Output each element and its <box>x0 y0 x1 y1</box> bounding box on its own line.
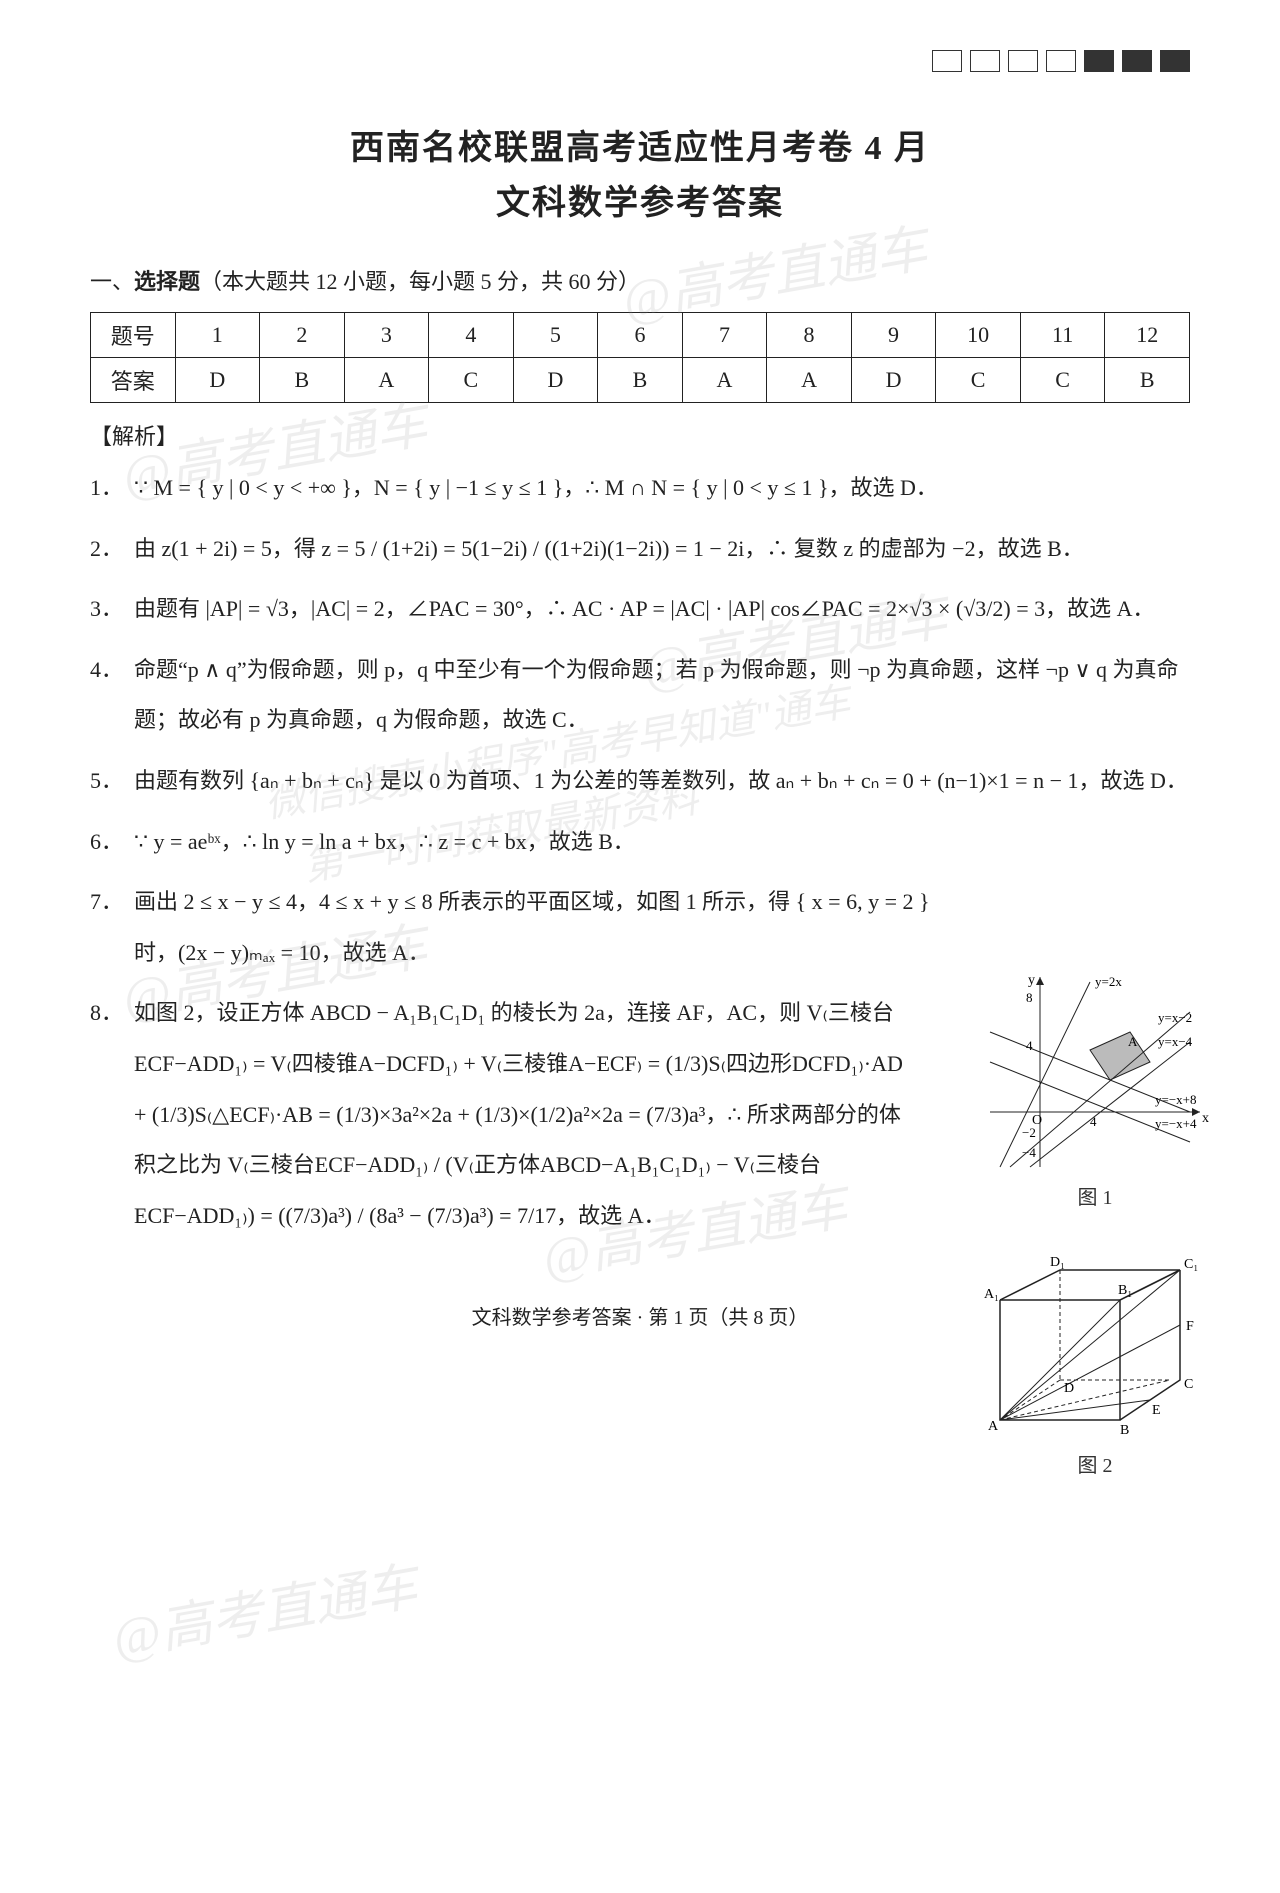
col-head: 11 <box>1020 313 1105 358</box>
item-body: 命题“p ∧ q”为假命题，则 p，q 中至少有一个为假命题；若 p 为假命题，… <box>134 645 1190 746</box>
svg-text:C: C <box>1184 1377 1193 1392</box>
svg-text:y: y <box>1028 973 1035 988</box>
col-head: 9 <box>851 313 936 358</box>
answer-cell: B <box>260 358 345 403</box>
answer-cell: C <box>429 358 514 403</box>
solution-item-4: 4． 命题“p ∧ q”为假命题，则 p，q 中至少有一个为假命题；若 p 为假… <box>90 645 1190 746</box>
item-body: ∵ M = { y | 0 < y < +∞ }，N = { y | −1 ≤ … <box>134 463 1190 514</box>
answer-cell: B <box>598 358 683 403</box>
section-1-head: 一、选择题（本大题共 12 小题，每小题 5 分，共 60 分） <box>90 264 1190 296</box>
item-body: ∵ y = aeᵇˣ，∴ ln y = ln a + bx，∴ z = c + … <box>134 817 1190 868</box>
solution-item-1: 1． ∵ M = { y | 0 < y < +∞ }，N = { y | −1… <box>90 463 1190 514</box>
title-block: 西南名校联盟高考适应性月考卷 4 月 文科数学参考答案 <box>90 120 1190 224</box>
corner-box-filled <box>1084 50 1114 72</box>
col-head: 2 <box>260 313 345 358</box>
svg-text:D: D <box>1064 1381 1074 1396</box>
item-body: 如图 2，设正方体 ABCD − A₁B₁C₁D₁ 的棱长为 2a，连接 AF，… <box>134 988 920 1241</box>
svg-text:y=x−4: y=x−4 <box>1158 1034 1193 1049</box>
item-num: 8． <box>90 988 134 1241</box>
solution-item-6: 6． ∵ y = aeᵇˣ，∴ ln y = ln a + bx，∴ z = c… <box>90 817 1190 868</box>
item-num: 1． <box>90 463 134 514</box>
answer-cell: A <box>344 358 429 403</box>
corner-box <box>1008 50 1038 72</box>
table-row-header: 题号 1 2 3 4 5 6 7 8 9 10 11 12 <box>91 313 1190 358</box>
solution-item-5: 5． 由题有数列 {aₙ + bₙ + cₙ} 是以 0 为首项、1 为公差的等… <box>90 756 1190 807</box>
answer-table: 题号 1 2 3 4 5 6 7 8 9 10 11 12 答案 D B A C… <box>90 312 1190 403</box>
answer-cell: D <box>175 358 260 403</box>
figure-1: O x y 8 4 −2 −4 4 A y=2x y=x−2 y=x−4 y=−… <box>980 972 1210 1192</box>
item-num: 4． <box>90 645 134 746</box>
answer-cell: D <box>851 358 936 403</box>
svg-text:−4: −4 <box>1022 1145 1036 1160</box>
svg-text:y=−x+8: y=−x+8 <box>1155 1092 1197 1107</box>
row-label: 题号 <box>91 313 176 358</box>
svg-text:8: 8 <box>1026 990 1033 1005</box>
page: 西南名校联盟高考适应性月考卷 4 月 文科数学参考答案 一、选择题（本大题共 1… <box>0 0 1280 1893</box>
section-prefix: 一、 <box>90 269 134 294</box>
analysis-label: 【解析】 <box>90 419 1190 451</box>
svg-text:−2: −2 <box>1022 1125 1036 1140</box>
item-num: 6． <box>90 817 134 868</box>
solution-item-2: 2． 由 z(1 + 2i) = 5，得 z = 5 / (1+2i) = 5(… <box>90 524 1190 575</box>
item-body: 由题有 |AP| = √3，|AC| = 2，∠PAC = 30°，∴ AC ·… <box>134 584 1190 635</box>
svg-text:y=x−2: y=x−2 <box>1158 1010 1192 1025</box>
table-row-answers: 答案 D B A C D B A A D C C B <box>91 358 1190 403</box>
svg-text:F: F <box>1186 1319 1194 1334</box>
item-body: 画出 2 ≤ x − y ≤ 4，4 ≤ x + y ≤ 8 所表示的平面区域，… <box>134 877 940 978</box>
corner-box-filled <box>1160 50 1190 72</box>
item-body: 由 z(1 + 2i) = 5，得 z = 5 / (1+2i) = 5(1−2… <box>134 524 1190 575</box>
figure-2-caption: 图 2 <box>970 1449 1220 1478</box>
answer-cell: B <box>1105 358 1190 403</box>
answer-cell: A <box>682 358 767 403</box>
answer-cell: A <box>767 358 852 403</box>
svg-text:y=−x+4: y=−x+4 <box>1155 1116 1197 1131</box>
figure-1-caption: 图 1 <box>980 1181 1210 1210</box>
figure-2-svg: A B C D A₁ B₁ C₁ D₁ E F <box>970 1230 1220 1440</box>
svg-text:D₁: D₁ <box>1050 1255 1065 1270</box>
row-label: 答案 <box>91 358 176 403</box>
answer-cell: C <box>936 358 1021 403</box>
svg-text:A₁: A₁ <box>984 1287 999 1302</box>
col-head: 6 <box>598 313 683 358</box>
answer-cell: D <box>513 358 598 403</box>
svg-text:C₁: C₁ <box>1184 1257 1198 1272</box>
section-title: 选择题 <box>134 269 200 294</box>
title-line-1: 西南名校联盟高考适应性月考卷 4 月 <box>90 120 1190 169</box>
corner-box-filled <box>1122 50 1152 72</box>
item-num: 7． <box>90 877 134 978</box>
solution-item-3: 3． 由题有 |AP| = √3，|AC| = 2，∠PAC = 30°，∴ A… <box>90 584 1190 635</box>
svg-text:B: B <box>1120 1423 1129 1438</box>
svg-text:A: A <box>1128 1034 1138 1049</box>
col-head: 1 <box>175 313 260 358</box>
col-head: 8 <box>767 313 852 358</box>
corner-box <box>1046 50 1076 72</box>
corner-box <box>932 50 962 72</box>
solution-item-7: 7． 画出 2 ≤ x − y ≤ 4，4 ≤ x + y ≤ 8 所表示的平面… <box>90 877 1190 978</box>
col-head: 12 <box>1105 313 1190 358</box>
item-num: 5． <box>90 756 134 807</box>
answer-cell: C <box>1020 358 1105 403</box>
item-num: 3． <box>90 584 134 635</box>
col-head: 5 <box>513 313 598 358</box>
col-head: 10 <box>936 313 1021 358</box>
col-head: 4 <box>429 313 514 358</box>
col-head: 3 <box>344 313 429 358</box>
figure-1-svg: O x y 8 4 −2 −4 4 A y=2x y=x−2 y=x−4 y=−… <box>980 972 1210 1172</box>
corner-box <box>970 50 1000 72</box>
corner-marks <box>932 50 1190 72</box>
svg-text:x: x <box>1202 1111 1209 1126</box>
svg-text:A: A <box>988 1419 999 1434</box>
section-note: （本大题共 12 小题，每小题 5 分，共 60 分） <box>200 269 640 294</box>
col-head: 7 <box>682 313 767 358</box>
svg-text:B₁: B₁ <box>1118 1283 1132 1298</box>
figure-2: A B C D A₁ B₁ C₁ D₁ E F 图 2 <box>970 1230 1220 1470</box>
svg-text:E: E <box>1152 1403 1161 1418</box>
svg-text:4: 4 <box>1090 1114 1097 1129</box>
svg-text:y=2x: y=2x <box>1095 974 1122 989</box>
title-line-2: 文科数学参考答案 <box>90 175 1190 224</box>
item-body: 由题有数列 {aₙ + bₙ + cₙ} 是以 0 为首项、1 为公差的等差数列… <box>134 756 1190 807</box>
svg-text:4: 4 <box>1026 1038 1033 1053</box>
watermark: @高考直通车 <box>106 1544 422 1671</box>
item-num: 2． <box>90 524 134 575</box>
